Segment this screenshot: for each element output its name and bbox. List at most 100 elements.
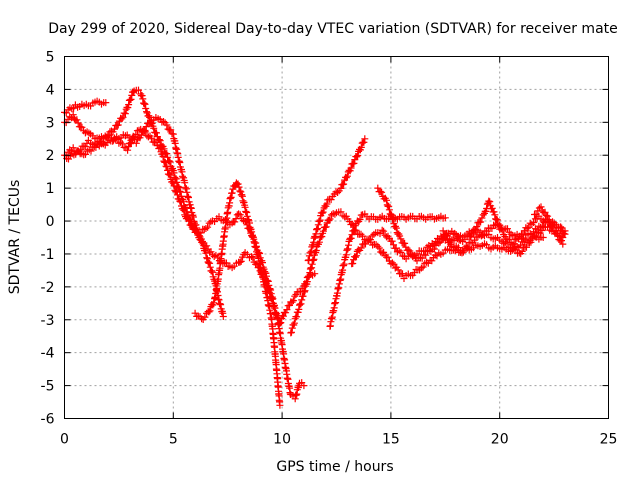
data-point (491, 211, 499, 219)
data-point (165, 170, 173, 178)
data-point (559, 240, 567, 248)
data-point (488, 204, 496, 212)
data-point (473, 223, 481, 231)
series-pass-10 (374, 184, 569, 265)
y-tick-label: 4 (46, 82, 55, 98)
data-point (361, 135, 369, 143)
data-point (203, 254, 211, 262)
data-series (61, 86, 569, 409)
data-point (435, 239, 443, 247)
data-point (401, 239, 409, 247)
y-tick-label: 2 (46, 148, 55, 164)
data-point (468, 231, 476, 239)
data-point (298, 296, 306, 304)
data-point (163, 150, 171, 158)
series-pass-1 (61, 97, 110, 117)
data-point (153, 129, 160, 137)
data-point (297, 300, 305, 308)
data-point (318, 233, 326, 241)
data-point (525, 223, 533, 231)
data-point (331, 210, 339, 218)
chart-title: Day 299 of 2020, Sidereal Day-to-day VTE… (48, 21, 618, 37)
data-point (334, 189, 342, 196)
data-point (175, 184, 183, 192)
data-point (289, 297, 297, 305)
data-point (352, 252, 360, 260)
data-point (430, 245, 438, 253)
data-point (228, 189, 236, 197)
data-point (337, 208, 345, 216)
data-point (288, 328, 295, 336)
data-point (142, 105, 150, 112)
data-point (561, 230, 569, 238)
data-point (165, 157, 173, 165)
data-point (114, 121, 122, 129)
data-point (442, 232, 450, 240)
data-point (541, 208, 549, 216)
data-point (518, 247, 526, 255)
y-tick-label: -4 (41, 346, 55, 362)
data-point (448, 242, 456, 250)
data-point (343, 172, 351, 180)
data-point (236, 258, 244, 266)
data-point (87, 147, 95, 155)
data-point (208, 267, 216, 275)
data-point (219, 313, 227, 320)
data-point (530, 219, 538, 226)
data-point (357, 143, 365, 151)
y-tick-label: 5 (46, 50, 55, 66)
data-point (107, 127, 115, 135)
x-tick-label: 25 (600, 432, 618, 448)
data-point (406, 247, 414, 255)
data-point (236, 211, 244, 219)
data-point (176, 187, 184, 195)
data-point (203, 255, 211, 263)
data-point (288, 324, 296, 332)
data-point (523, 224, 531, 232)
data-point (452, 231, 460, 239)
data-point (523, 243, 530, 251)
data-point (527, 238, 535, 246)
data-point (210, 299, 218, 307)
data-point (77, 146, 85, 154)
data-point (73, 116, 81, 124)
series-pass-6 (287, 208, 547, 337)
data-point (451, 229, 459, 237)
data-point (504, 225, 511, 233)
data-point (385, 206, 393, 214)
data-point (558, 237, 565, 245)
data-point (196, 233, 204, 241)
data-point (346, 235, 354, 243)
data-point (342, 174, 350, 182)
data-point (195, 229, 203, 237)
data-point (234, 180, 242, 188)
data-point (127, 95, 135, 103)
data-point (163, 121, 171, 129)
data-point (353, 153, 361, 161)
data-point (69, 144, 77, 152)
data-point (62, 109, 70, 117)
x-tick-label: 0 (60, 432, 69, 448)
data-point (300, 382, 308, 390)
data-point (392, 224, 400, 232)
data-point (222, 259, 230, 267)
data-point (350, 159, 358, 167)
data-point (144, 133, 152, 141)
data-point (422, 251, 430, 259)
data-point (388, 237, 396, 245)
data-point (140, 100, 148, 108)
data-point (102, 99, 110, 107)
data-point (319, 208, 327, 216)
data-point (542, 212, 550, 219)
data-point (282, 309, 290, 317)
data-point (549, 218, 556, 226)
data-point (148, 134, 155, 142)
data-point (160, 145, 168, 153)
data-point (388, 259, 396, 267)
data-point (111, 125, 118, 133)
data-point (177, 188, 185, 196)
data-point (404, 246, 412, 254)
data-point (554, 231, 562, 239)
data-point (378, 226, 386, 234)
